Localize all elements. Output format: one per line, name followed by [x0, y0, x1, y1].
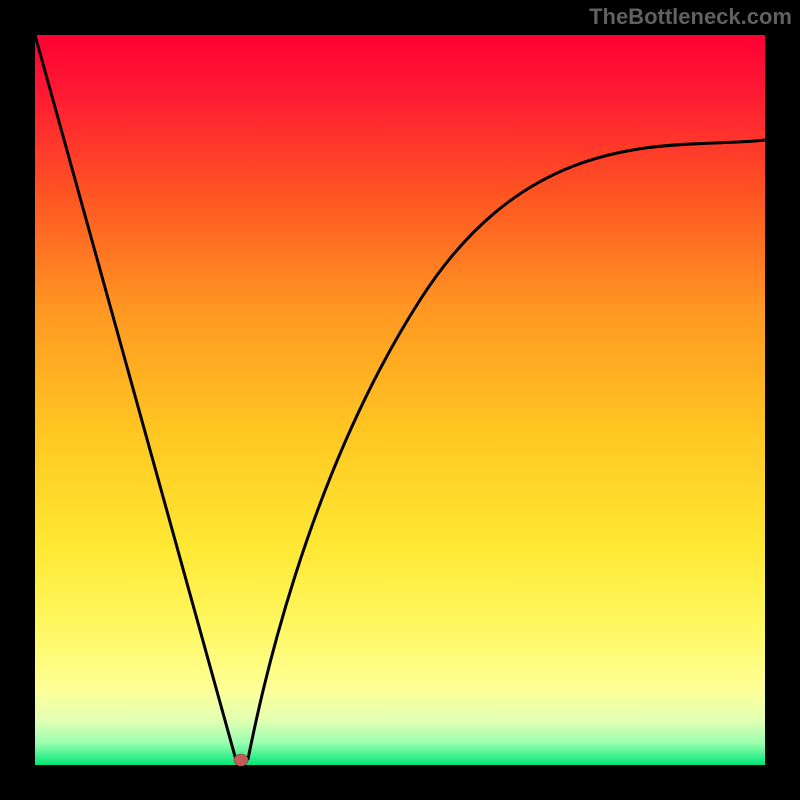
optimal-point-marker — [234, 754, 248, 766]
watermark-text: TheBottleneck.com — [589, 4, 792, 30]
plot-area — [35, 35, 765, 765]
bottleneck-chart: TheBottleneck.com — [0, 0, 800, 800]
chart-svg — [0, 0, 800, 800]
